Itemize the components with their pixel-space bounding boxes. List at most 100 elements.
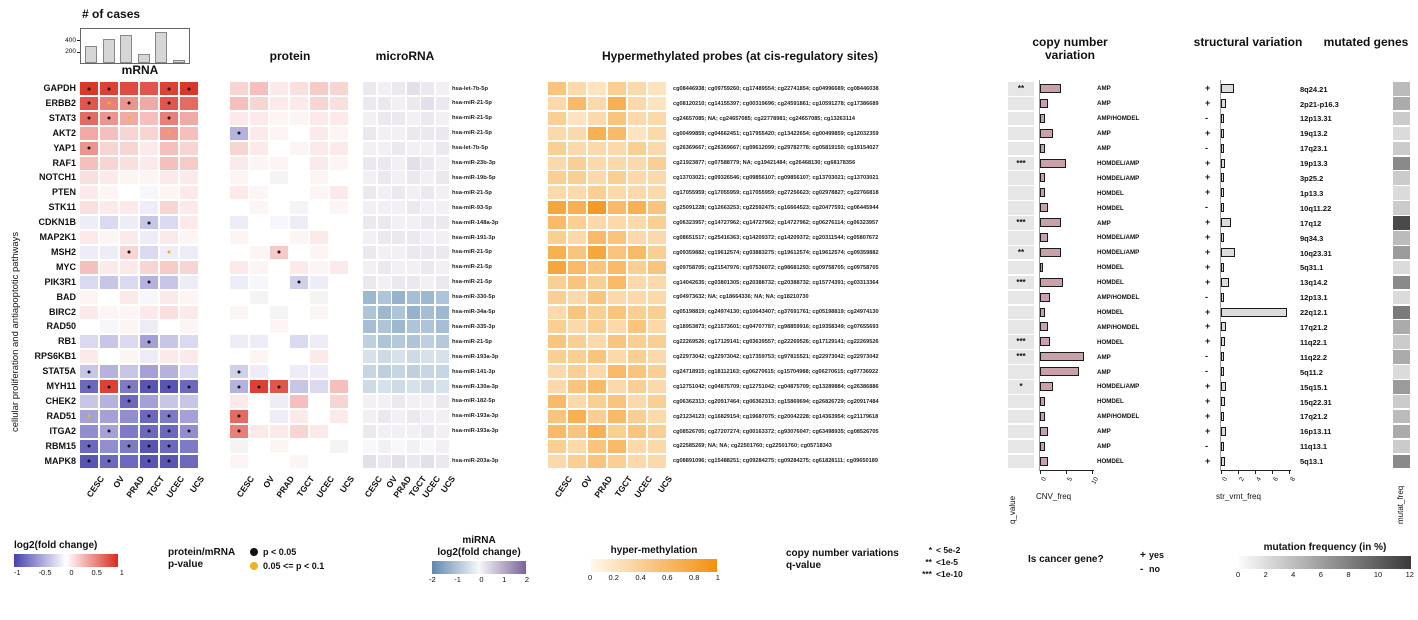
heatmap-cell bbox=[100, 335, 118, 349]
gene-label: STAT3 bbox=[48, 112, 76, 123]
heatmap-cell bbox=[120, 394, 138, 408]
heatmap-cell bbox=[628, 350, 646, 364]
heatmap-cell bbox=[250, 126, 268, 140]
cases-bar bbox=[85, 45, 97, 63]
heatmap-cell bbox=[648, 335, 666, 349]
heatmap-cell bbox=[160, 380, 178, 393]
heatmap-cell bbox=[435, 201, 449, 215]
heatmap-cell bbox=[310, 454, 328, 468]
heatmap-cell bbox=[608, 156, 626, 170]
qvalue-threshold-label: <1e-10 bbox=[936, 569, 963, 579]
cnv-qvalue-cell: ** bbox=[1008, 82, 1034, 96]
heatmap-cell bbox=[406, 409, 420, 423]
axis-tick-label: 2 bbox=[1238, 476, 1247, 483]
legend-pvalue-item: 0.05 <= p < 0.1 bbox=[250, 559, 324, 573]
gene-label: GAPDH bbox=[43, 83, 76, 93]
gene-label: ITGA2 bbox=[49, 425, 76, 436]
heatmap-cell bbox=[406, 424, 420, 438]
heatmap-cell bbox=[120, 335, 138, 349]
mirna-label: hsa-miR-21-5p bbox=[452, 100, 492, 107]
probe-ids-label: cg06323957; cg14727962; cg14727962; cg14… bbox=[673, 219, 879, 226]
cases-bar bbox=[155, 31, 167, 63]
legend-cancer-gene-title: Is cancer gene? bbox=[1028, 554, 1104, 565]
heatmap-cell bbox=[648, 320, 666, 334]
heatmap-cell bbox=[608, 96, 626, 110]
heatmap-cell bbox=[270, 231, 288, 244]
colorbar-tick-label: 0.4 bbox=[635, 573, 646, 582]
heatmap-cell bbox=[548, 260, 566, 274]
mutation-frequency-ticks: 0 2 4 6 8 10 12 bbox=[1236, 570, 1414, 579]
heatmap-cell bbox=[363, 231, 376, 244]
heatmap-cell bbox=[120, 290, 138, 304]
mirna-title: microRNA bbox=[375, 49, 435, 63]
pvalue-dot-black bbox=[147, 459, 151, 463]
heatmap-cell bbox=[377, 171, 391, 185]
heatmap-cell bbox=[648, 171, 666, 185]
heatmap-cell bbox=[100, 245, 118, 259]
gene-label: MAP2K1 bbox=[39, 232, 76, 242]
heatmap-cell bbox=[80, 305, 98, 319]
axis-tick bbox=[1255, 471, 1256, 474]
heatmap-cell bbox=[140, 335, 158, 349]
heatmap-cell bbox=[270, 141, 288, 155]
heatmap-cell bbox=[628, 96, 646, 110]
probe-ids-label: cg08446938; cg09759260; cg17489554; cg22… bbox=[673, 85, 879, 92]
heatmap-cell bbox=[363, 156, 376, 170]
heatmap-cell bbox=[588, 231, 606, 244]
heatmap-cell bbox=[628, 216, 646, 230]
heatmap-cell bbox=[628, 245, 646, 259]
heatmap-cell bbox=[230, 275, 248, 289]
cnv-qvalue-cell bbox=[1008, 394, 1034, 409]
heatmap-cell bbox=[392, 260, 405, 274]
heatmap-cell bbox=[377, 320, 391, 334]
legend-cnv-qvalue-item: * < 5e-2 bbox=[912, 544, 963, 556]
heatmap-cell bbox=[180, 245, 198, 259]
heatmap-cell bbox=[421, 454, 434, 468]
cnv-title: copy number variation bbox=[1032, 35, 1108, 63]
heatmap-cell bbox=[270, 216, 288, 230]
heatmap-cell bbox=[120, 216, 138, 230]
probe-ids-label: cg05198819; cg24974130; cg10643407; cg37… bbox=[673, 309, 879, 316]
heatmap-cell bbox=[100, 156, 118, 170]
gene-label: BAD bbox=[56, 291, 77, 302]
heatmap-cell bbox=[548, 216, 566, 230]
heatmap-cell bbox=[435, 320, 449, 334]
heatmap-cell bbox=[548, 141, 566, 155]
heatmap-cell bbox=[140, 275, 158, 289]
heatmap-cell bbox=[100, 305, 118, 319]
heatmap-cell bbox=[290, 365, 308, 379]
heatmap-cell bbox=[120, 275, 138, 289]
probe-ids-label: cg13703021; cg09326546; cg09856107; cg09… bbox=[673, 175, 879, 182]
heatmap-cell bbox=[363, 216, 376, 230]
heatmap-cell bbox=[140, 290, 158, 304]
heatmap-cell bbox=[230, 171, 248, 185]
pvalue-dot-yellow bbox=[107, 101, 111, 105]
cnv-qvalue-cell bbox=[1008, 409, 1034, 424]
heatmap-cell bbox=[140, 216, 158, 230]
heatmap-cell bbox=[608, 186, 626, 200]
heatmap-cell bbox=[548, 96, 566, 110]
heatmap-cell bbox=[120, 260, 138, 274]
heatmap-cell bbox=[230, 201, 248, 215]
heatmap-cell bbox=[100, 409, 118, 423]
heatmap-cell bbox=[120, 126, 138, 140]
heatmap-cell bbox=[377, 141, 391, 155]
heatmap-cell bbox=[310, 394, 328, 408]
heatmap-cell bbox=[80, 171, 98, 185]
heatmap-cell bbox=[363, 111, 376, 125]
gene-label: RBM15 bbox=[45, 440, 76, 451]
heatmap-cell bbox=[140, 186, 158, 200]
heatmap-cell bbox=[180, 260, 198, 274]
heatmap-cell bbox=[250, 260, 268, 274]
heatmap-cell bbox=[648, 275, 666, 289]
heatmap-cell bbox=[568, 245, 586, 259]
heatmap-cell bbox=[421, 156, 434, 170]
pvalue-dot-black bbox=[87, 146, 91, 150]
heatmap-cell bbox=[392, 156, 405, 170]
heatmap-cell bbox=[120, 245, 138, 259]
heatmap-cell bbox=[230, 305, 248, 319]
pvalue-dot-black bbox=[167, 87, 171, 90]
mirna-label: hsa-miR-193a-3p bbox=[452, 353, 499, 360]
cnv-qvalue-cell bbox=[1008, 126, 1034, 141]
